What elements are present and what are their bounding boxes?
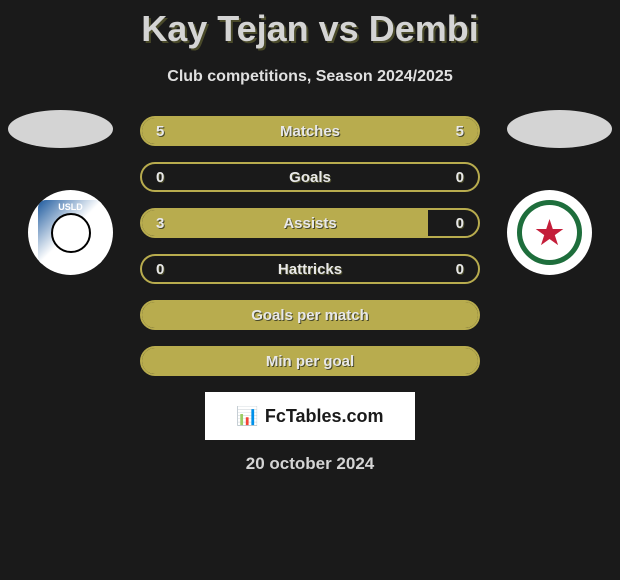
usld-logo: USLD bbox=[38, 200, 103, 265]
soccer-ball-icon bbox=[51, 213, 91, 253]
content-area: USLD ★ 5 Matches 5 0 Goals 0 3 Assists 0 0 Hattric… bbox=[0, 116, 620, 376]
stat-value-left: 3 bbox=[156, 215, 164, 232]
stat-value-left: 5 bbox=[156, 123, 164, 140]
stat-value-right: 0 bbox=[456, 261, 464, 278]
footer-date: 20 october 2024 bbox=[0, 454, 620, 474]
stat-value-left: 0 bbox=[156, 169, 164, 186]
stat-bar: Goals per match bbox=[140, 300, 480, 330]
redstar-logo-inner: ★ bbox=[522, 205, 577, 260]
stat-bar: Min per goal bbox=[140, 346, 480, 376]
stat-label: Matches bbox=[280, 123, 340, 140]
stat-label: Goals per match bbox=[251, 307, 369, 324]
page-title: Kay Tejan vs Dembi bbox=[0, 0, 620, 50]
stat-bar: 3 Assists 0 bbox=[140, 208, 480, 238]
star-icon: ★ bbox=[533, 215, 565, 251]
subtitle: Club competitions, Season 2024/2025 bbox=[0, 68, 620, 86]
stat-bar: 5 Matches 5 bbox=[140, 116, 480, 146]
stat-value-left: 0 bbox=[156, 261, 164, 278]
brand-text: FcTables.com bbox=[265, 406, 384, 427]
team-ellipse-left bbox=[8, 110, 113, 148]
stat-value-right: 5 bbox=[456, 123, 464, 140]
stat-label: Min per goal bbox=[266, 353, 354, 370]
stat-bar: 0 Hattricks 0 bbox=[140, 254, 480, 284]
footer-brand[interactable]: 📊 FcTables.com bbox=[205, 392, 415, 440]
stat-label: Hattricks bbox=[278, 261, 342, 278]
team-logo-right: ★ bbox=[507, 190, 592, 275]
team-ellipse-right bbox=[507, 110, 612, 148]
stat-label: Goals bbox=[289, 169, 331, 186]
stats-container: 5 Matches 5 0 Goals 0 3 Assists 0 0 Hattricks 0 Goal… bbox=[140, 116, 480, 376]
stat-bar: 0 Goals 0 bbox=[140, 162, 480, 192]
stat-label: Assists bbox=[283, 215, 336, 232]
stat-value-right: 0 bbox=[456, 169, 464, 186]
usld-logo-text: USLD bbox=[58, 202, 83, 212]
redstar-logo: ★ bbox=[517, 200, 582, 265]
chart-icon: 📊 bbox=[236, 406, 258, 427]
team-logo-left: USLD bbox=[28, 190, 113, 275]
stat-value-right: 0 bbox=[456, 215, 464, 232]
